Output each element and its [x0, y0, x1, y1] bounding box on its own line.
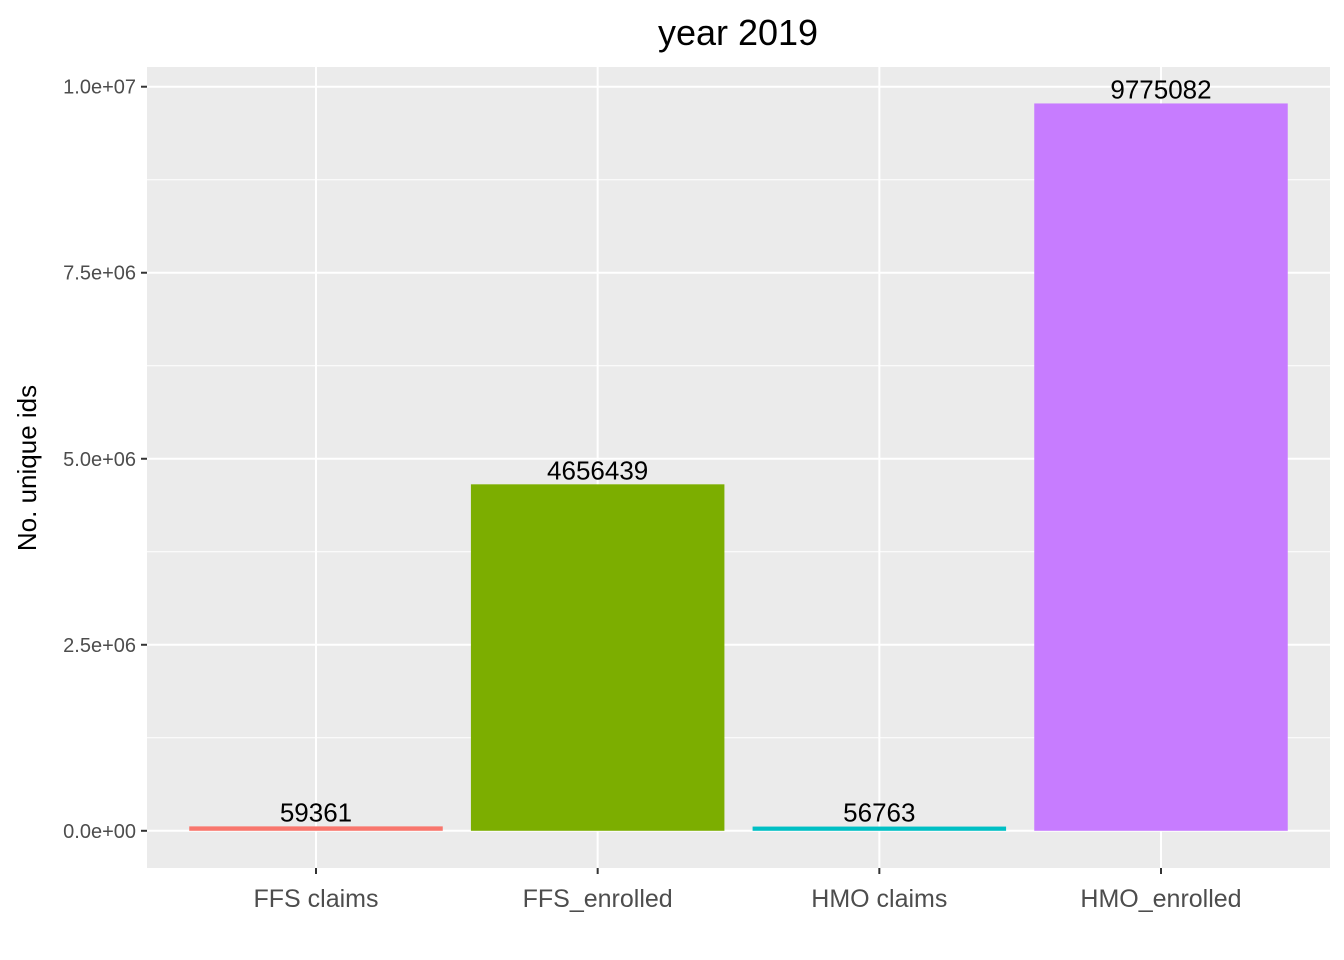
- y-tick-label: 5.0e+06: [63, 449, 136, 471]
- y-tick-label: 0.0e+00: [63, 821, 136, 843]
- bar: [470, 484, 725, 831]
- x-tick-label: HMO claims: [811, 885, 947, 913]
- bar: [752, 826, 1007, 831]
- bar-value-label: 9775082: [1110, 74, 1211, 104]
- bar-value-labels: 59361 4656439 56763 9775082: [280, 74, 1212, 827]
- chart-title: year 2019: [658, 12, 818, 53]
- x-tick-label: FFS claims: [254, 885, 379, 913]
- bars: [189, 103, 1288, 831]
- bar: [1034, 103, 1288, 831]
- bar-value-label: 4656439: [547, 455, 648, 485]
- y-tick-label: 7.5e+06: [63, 263, 136, 285]
- y-tick-label: 1.0e+07: [63, 77, 136, 99]
- y-axis-title: No. unique ids: [12, 385, 42, 551]
- y-axis-ticks: 0.0e+00 2.5e+06 5.0e+06 7.5e+06 1.0e+07: [63, 77, 147, 843]
- x-tick-label: FFS_enrolled: [523, 885, 673, 913]
- bar-value-label: 59361: [280, 797, 352, 827]
- x-tick-label: HMO_enrolled: [1080, 885, 1241, 913]
- y-tick-label: 2.5e+06: [63, 635, 136, 657]
- x-axis-ticks: FFS claims FFS_enrolled HMO claims HMO_enro…: [254, 868, 1242, 913]
- bar-value-label: 56763: [843, 798, 915, 828]
- bar: [189, 826, 443, 831]
